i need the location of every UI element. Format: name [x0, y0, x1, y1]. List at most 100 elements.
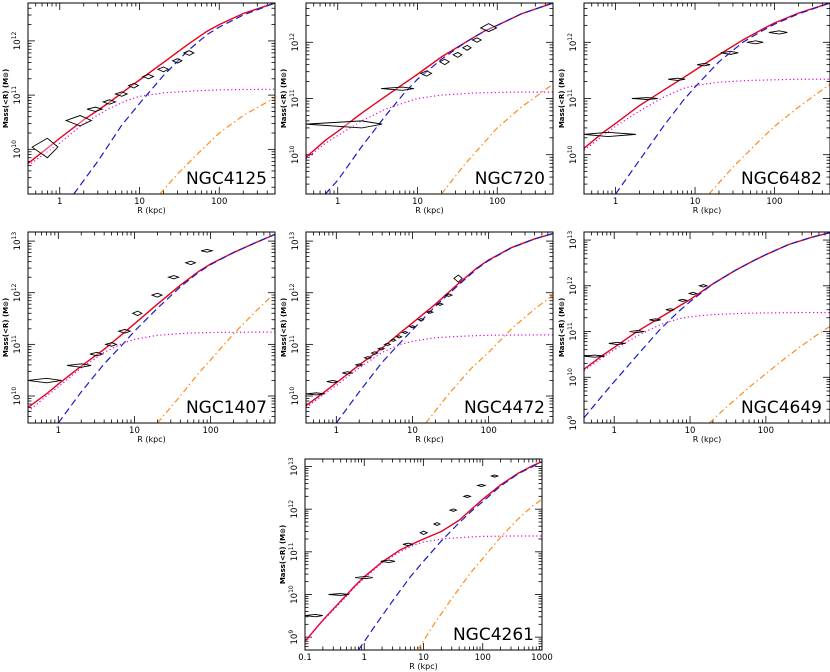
- y-tick-label: 1012: [289, 283, 301, 302]
- x-tick-label: 100: [489, 197, 505, 207]
- data-point: [720, 50, 739, 55]
- data-point: [471, 37, 483, 43]
- data-points: [306, 23, 498, 129]
- data-point: [66, 363, 92, 368]
- y-tick-label: 1010: [288, 585, 300, 604]
- y-tick-label: 1011: [567, 322, 579, 341]
- plot-frame: [583, 2, 830, 195]
- axis-ticks: [583, 2, 830, 195]
- series-dark-matter: [584, 232, 830, 419]
- axis-ticks: [305, 2, 554, 195]
- series-dark-matter: [358, 461, 542, 650]
- series-gas: [159, 97, 275, 194]
- x-tick-label: 1: [613, 197, 618, 207]
- data-points: [306, 274, 463, 396]
- series-gas: [156, 292, 275, 423]
- x-tick-label: 100: [475, 653, 491, 663]
- series-gas: [708, 325, 830, 423]
- galaxy-name-label: NGC4125: [186, 169, 267, 189]
- y-tick-label: 1012: [567, 276, 579, 295]
- model-curves: [306, 232, 553, 423]
- galaxy-name-label: NGC6482: [741, 169, 822, 189]
- galaxy-name-label: NGC720: [475, 169, 545, 189]
- data-point: [182, 50, 195, 56]
- model-curves: [305, 461, 542, 650]
- y-tick-label: 1011: [288, 542, 300, 561]
- data-point: [432, 522, 442, 526]
- data-point: [475, 483, 487, 487]
- data-point: [64, 115, 93, 127]
- y-tick-label: 1010: [289, 387, 301, 406]
- data-point: [584, 131, 636, 138]
- x-tick-label: 1: [57, 197, 62, 207]
- y-tick-label: 1012: [11, 31, 23, 50]
- data-point: [89, 351, 105, 357]
- x-tick-label: 10: [690, 197, 701, 207]
- galaxy-name-label: NGC4472: [464, 398, 545, 418]
- series-total: [306, 3, 553, 158]
- x-axis-label: R (kpc): [693, 206, 721, 215]
- galaxy-name-label: NGC4649: [741, 398, 822, 418]
- data-point: [665, 308, 675, 312]
- x-tick-label: 100: [211, 197, 227, 207]
- data-point: [363, 356, 373, 360]
- series-dark-matter: [324, 3, 553, 194]
- x-tick-label: 100: [758, 426, 774, 436]
- y-tick-label: 109: [567, 416, 579, 431]
- x-tick-label: 10: [407, 426, 418, 436]
- plot-frame: [27, 231, 276, 424]
- data-point: [306, 392, 325, 396]
- data-point: [376, 347, 386, 351]
- y-tick-label: 1012: [11, 283, 23, 302]
- series-total: [305, 461, 542, 642]
- data-point: [101, 99, 117, 105]
- axis-ticks: [583, 232, 830, 424]
- y-tick-label: 1012: [289, 33, 301, 52]
- y-tick-label: 1013: [567, 231, 579, 250]
- panel-ngc4261: 0.1 1 10 100 1000 109 1010 1011 1012 1013 R (kpc) M…: [279, 457, 553, 671]
- data-point: [697, 284, 709, 288]
- panel-ngc4125: 1 10 100 1010 1011 1012 R (kpc) Mass(<R) (M⊙) NG…: [2, 2, 276, 215]
- y-tick-label: 1013: [11, 232, 23, 251]
- y-tick-label: 1013: [288, 457, 300, 476]
- data-point: [150, 292, 164, 298]
- panel-ngc4649: 1 10 100 109 1010 1011 1012 1013 R (kpc) Mass(<R)…: [558, 231, 830, 444]
- galaxy-name-label: NGC4261: [453, 625, 534, 645]
- series-gas: [708, 83, 830, 194]
- model-curves: [28, 233, 275, 423]
- y-tick-label: 1010: [567, 368, 579, 387]
- x-tick-label: 100: [481, 426, 497, 436]
- y-tick-label: 1010: [289, 145, 301, 164]
- x-tick-label: 100: [203, 426, 219, 436]
- series-total: [28, 3, 275, 164]
- panel-ngc1407: 1 10 100 1010 1011 1012 1013 R (kpc) Mass(<R) (M…: [2, 231, 276, 444]
- data-point: [355, 575, 373, 580]
- y-axis-label: Mass(<R) (M⊙): [280, 69, 288, 128]
- x-tick-label: 1000: [531, 653, 553, 663]
- plot-frame: [305, 2, 554, 195]
- x-tick-label: 100: [766, 197, 782, 207]
- y-tick-label: 1010: [11, 387, 23, 406]
- data-point: [184, 260, 197, 266]
- model-curves: [28, 3, 275, 194]
- series-dark-matter: [73, 3, 275, 194]
- data-points: [584, 284, 709, 358]
- data-point: [171, 58, 183, 64]
- model-curves: [584, 232, 830, 423]
- y-tick-label: 109: [288, 630, 300, 645]
- data-point: [383, 342, 392, 347]
- axis-ticks: [27, 2, 276, 194]
- data-point: [584, 354, 605, 358]
- x-tick-label: 1: [335, 197, 340, 207]
- data-point: [389, 338, 397, 342]
- data-point: [342, 371, 354, 375]
- data-point: [438, 58, 451, 66]
- x-tick-label: 10: [418, 653, 429, 663]
- data-point: [678, 298, 689, 302]
- series-dark-matter: [335, 232, 553, 423]
- data-point: [380, 559, 396, 564]
- data-point: [328, 593, 349, 596]
- data-point: [687, 291, 698, 296]
- data-point: [668, 77, 686, 81]
- data-point: [114, 91, 129, 97]
